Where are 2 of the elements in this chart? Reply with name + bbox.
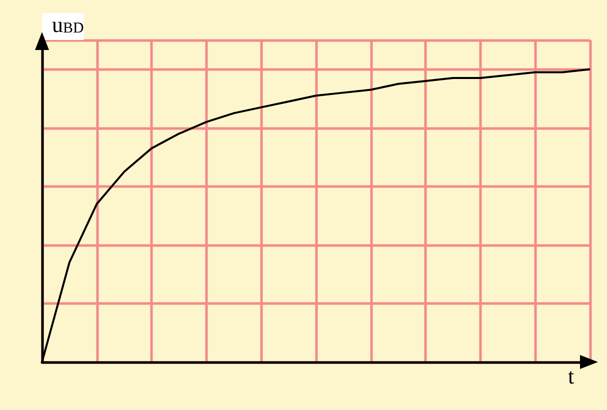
x-axis-title: t <box>568 364 574 388</box>
y-axis-title: uBD <box>52 12 84 37</box>
